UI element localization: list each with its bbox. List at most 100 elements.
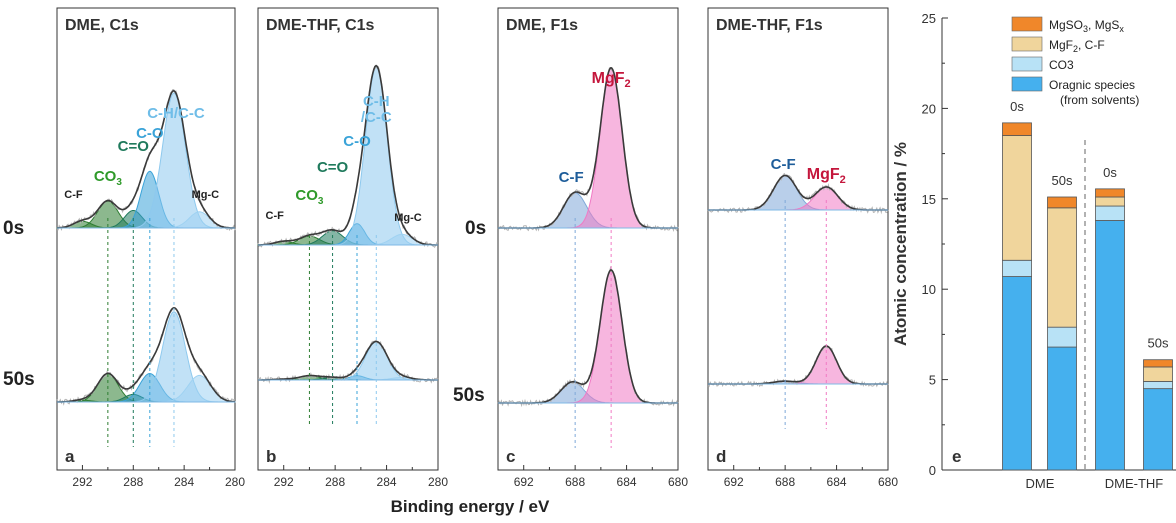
peak-label: C-F [559, 169, 584, 186]
x-tick-label: 692 [724, 475, 744, 489]
y-axis-label: Atomic concentration / % [891, 142, 910, 346]
component-peak [498, 269, 678, 404]
bar-label: 50s [1148, 336, 1169, 351]
x-tick-label: 284 [377, 475, 397, 489]
panel-title: DME-THF, C1s [266, 17, 375, 34]
peak-label: /C-C [361, 109, 392, 126]
panel-title: DME, F1s [506, 17, 578, 34]
bar-segment [1143, 359, 1173, 368]
y-tick-label: 15 [922, 192, 936, 207]
peak-label: C=O [118, 138, 150, 155]
group-label: DME-THF [1105, 476, 1164, 491]
fit-envelope [56, 89, 236, 229]
row-label-50s-f1s: 50s [453, 385, 485, 406]
x-tick-label: 288 [325, 475, 345, 489]
x-tick-label: 292 [72, 475, 92, 489]
y-tick-label: 5 [929, 373, 936, 388]
peak-label: MgF2 [592, 70, 631, 90]
bar-segment [1047, 346, 1077, 471]
x-tick-label: 680 [668, 475, 688, 489]
legend-swatch [1011, 36, 1043, 52]
raw-spectrum [707, 345, 889, 388]
spectrum-panel-c: DME, F1s c 692 688 684 680 C-F MgF2 [497, 7, 688, 489]
panel-frame [56, 7, 236, 471]
spectrum-panel-b: DME-THF, C1s b 292 288 284 280 C-F CO3 C=O C-O C-H… [257, 7, 448, 489]
bar-segment [1002, 276, 1032, 471]
fit-envelope [258, 340, 438, 381]
x-tick-label: 280 [428, 475, 448, 489]
bar-panel-e: 0 5 10 15 20 25 Atomic concentration / % e 0s 50s… [891, 11, 1176, 491]
row-label-50s: 50s [3, 369, 35, 390]
bar-segment [1095, 196, 1125, 207]
y-tick-label: 10 [922, 282, 936, 297]
panel-letter: a [65, 447, 75, 466]
spectrum-panel-a: DME, C1s a 292 288 284 280 C-F CO3 C=OC-O C-H/C-C… [56, 7, 245, 489]
peak-label: C-O [343, 133, 371, 150]
legend-swatch [1011, 16, 1043, 32]
x-tick-label: 684 [617, 475, 637, 489]
x-tick-label: 684 [827, 475, 847, 489]
component-peak [498, 67, 678, 229]
x-tick-label: 288 [123, 475, 143, 489]
panel-letter: e [952, 447, 961, 466]
y-tick-label: 0 [929, 463, 936, 478]
legend-label: Oragnic species [1049, 78, 1135, 92]
bar-segment [1143, 381, 1173, 390]
peak-label: CO3 [295, 187, 324, 207]
legend-label: MgSO3, MgSx [1049, 18, 1124, 34]
bar-label: 0s [1010, 99, 1024, 114]
row-label-0s: 0s [3, 218, 24, 239]
fit-envelope [498, 269, 678, 404]
peak-label: Mg-C [192, 189, 220, 201]
bar-segment [1047, 196, 1077, 209]
peak-label: C=O [317, 159, 349, 176]
bar-segment [1047, 326, 1077, 348]
x-tick-label: 692 [514, 475, 534, 489]
panel-title: DME, C1s [65, 17, 139, 34]
panel-letter: c [506, 447, 515, 466]
peak-label: C-H [363, 93, 390, 110]
bar-segment [1002, 122, 1032, 136]
panel-letter: d [716, 447, 726, 466]
group-label: DME [1026, 476, 1055, 491]
raw-spectrum [497, 67, 679, 233]
bar-segment [1047, 207, 1077, 328]
legend-swatch [1011, 56, 1043, 72]
x-tick-label: 292 [274, 475, 294, 489]
bar-segment [1095, 220, 1125, 471]
peak-label: C-F [771, 156, 796, 173]
bar-label: 0s [1103, 165, 1117, 180]
bar-segment [1095, 205, 1125, 221]
bar-label: 50s [1052, 173, 1073, 188]
x-tick-label: 680 [878, 475, 898, 489]
bar-segment [1095, 188, 1125, 198]
x-tick-label: 284 [174, 475, 194, 489]
fit-envelope [708, 345, 888, 385]
shared-x-axis-label: Binding energy / eV [391, 497, 550, 516]
panel-frame [497, 7, 679, 471]
legend-label: MgF2, C-F [1049, 38, 1105, 54]
fit-envelope [57, 306, 236, 403]
panel-frame [707, 7, 889, 471]
x-tick-label: 688 [775, 475, 795, 489]
y-tick-label: 20 [922, 101, 936, 116]
panel-title: DME-THF, F1s [716, 17, 823, 34]
bar-segment [1143, 388, 1173, 471]
component-peak [708, 174, 888, 211]
spectrum-panel-d: DME-THF, F1s d 692 688 684 680 C-F MgF2 [707, 7, 898, 489]
x-tick-label: 280 [225, 475, 245, 489]
raw-spectrum [497, 265, 679, 408]
bar-segment [1143, 366, 1173, 382]
peak-label: Mg-C [394, 212, 422, 224]
row-label-0s-f1s: 0s [465, 218, 486, 239]
panel-letter: b [266, 447, 276, 466]
legend-label-line2: (from solvents) [1060, 93, 1139, 107]
fit-envelope [498, 67, 678, 229]
y-tick-label: 25 [922, 11, 936, 26]
panel-frame [257, 7, 439, 471]
x-tick-label: 688 [565, 475, 585, 489]
bar-segment [1002, 135, 1032, 261]
peak-label: C-H/C-C [147, 105, 205, 122]
peak-label: MgF2 [807, 166, 846, 186]
